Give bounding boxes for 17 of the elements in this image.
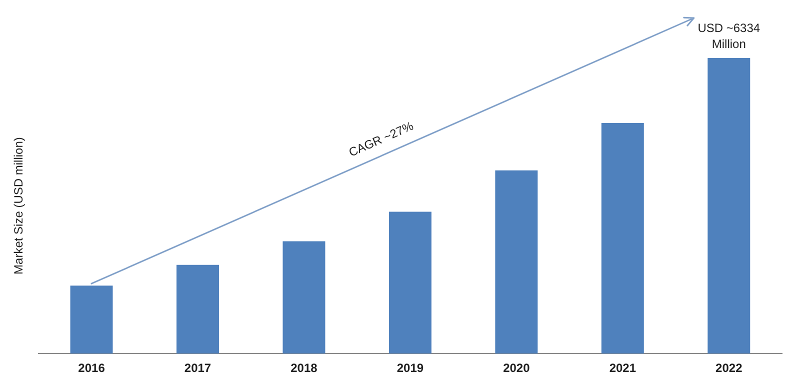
- x-tick-label: 2020: [503, 361, 530, 376]
- x-tick-label: 2022: [716, 361, 743, 376]
- bar: [495, 170, 538, 354]
- annotation: CAGR ~27%: [346, 118, 416, 160]
- annotation: USD ~6334 Million: [698, 21, 760, 51]
- x-tick-label: 2017: [184, 361, 212, 376]
- x-tick-label: 2016: [78, 361, 106, 376]
- bar: [176, 264, 219, 354]
- x-tick-label: 2018: [290, 361, 318, 376]
- bar: [601, 123, 644, 354]
- bar: [388, 212, 432, 354]
- bar: [708, 58, 750, 354]
- x-tick-label: 2019: [396, 361, 424, 376]
- y-axis-title: Market Size (USD million): [12, 137, 26, 274]
- x-tick-label: 2021: [609, 361, 636, 376]
- bar: [70, 286, 113, 354]
- bar: [282, 241, 326, 354]
